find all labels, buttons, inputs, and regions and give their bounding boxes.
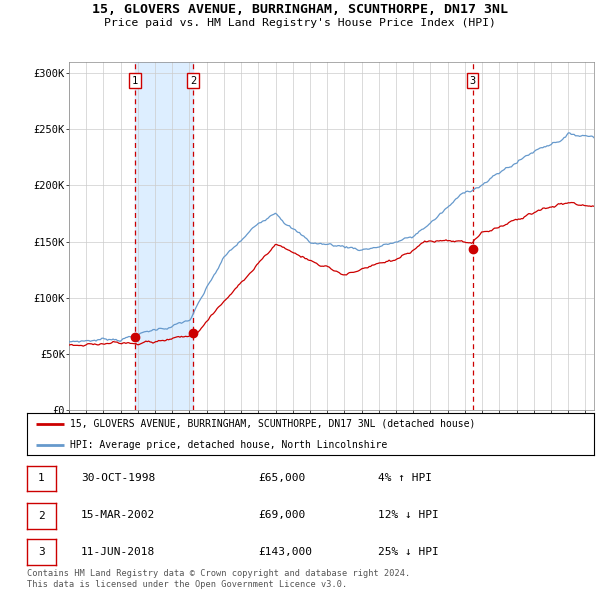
Text: 15, GLOVERS AVENUE, BURRINGHAM, SCUNTHORPE, DN17 3NL (detached house): 15, GLOVERS AVENUE, BURRINGHAM, SCUNTHOR… <box>70 419 475 428</box>
Text: 4% ↑ HPI: 4% ↑ HPI <box>378 473 432 483</box>
Text: Contains HM Land Registry data © Crown copyright and database right 2024.
This d: Contains HM Land Registry data © Crown c… <box>27 569 410 589</box>
Bar <box>135 62 193 410</box>
Text: 2: 2 <box>190 76 196 86</box>
Text: 15, GLOVERS AVENUE, BURRINGHAM, SCUNTHORPE, DN17 3NL: 15, GLOVERS AVENUE, BURRINGHAM, SCUNTHOR… <box>92 3 508 16</box>
Text: 2: 2 <box>38 511 45 520</box>
Text: 12% ↓ HPI: 12% ↓ HPI <box>378 510 439 520</box>
Text: £143,000: £143,000 <box>258 547 312 556</box>
Text: £65,000: £65,000 <box>258 473 305 483</box>
Text: 1: 1 <box>38 474 45 483</box>
Text: 3: 3 <box>470 76 476 86</box>
Text: 1: 1 <box>132 76 138 86</box>
Text: 25% ↓ HPI: 25% ↓ HPI <box>378 547 439 556</box>
Text: 11-JUN-2018: 11-JUN-2018 <box>81 547 155 556</box>
Text: £69,000: £69,000 <box>258 510 305 520</box>
Text: 30-OCT-1998: 30-OCT-1998 <box>81 473 155 483</box>
Text: 3: 3 <box>38 548 45 557</box>
Text: HPI: Average price, detached house, North Lincolnshire: HPI: Average price, detached house, Nort… <box>70 440 387 450</box>
Text: 15-MAR-2002: 15-MAR-2002 <box>81 510 155 520</box>
Text: Price paid vs. HM Land Registry's House Price Index (HPI): Price paid vs. HM Land Registry's House … <box>104 18 496 28</box>
